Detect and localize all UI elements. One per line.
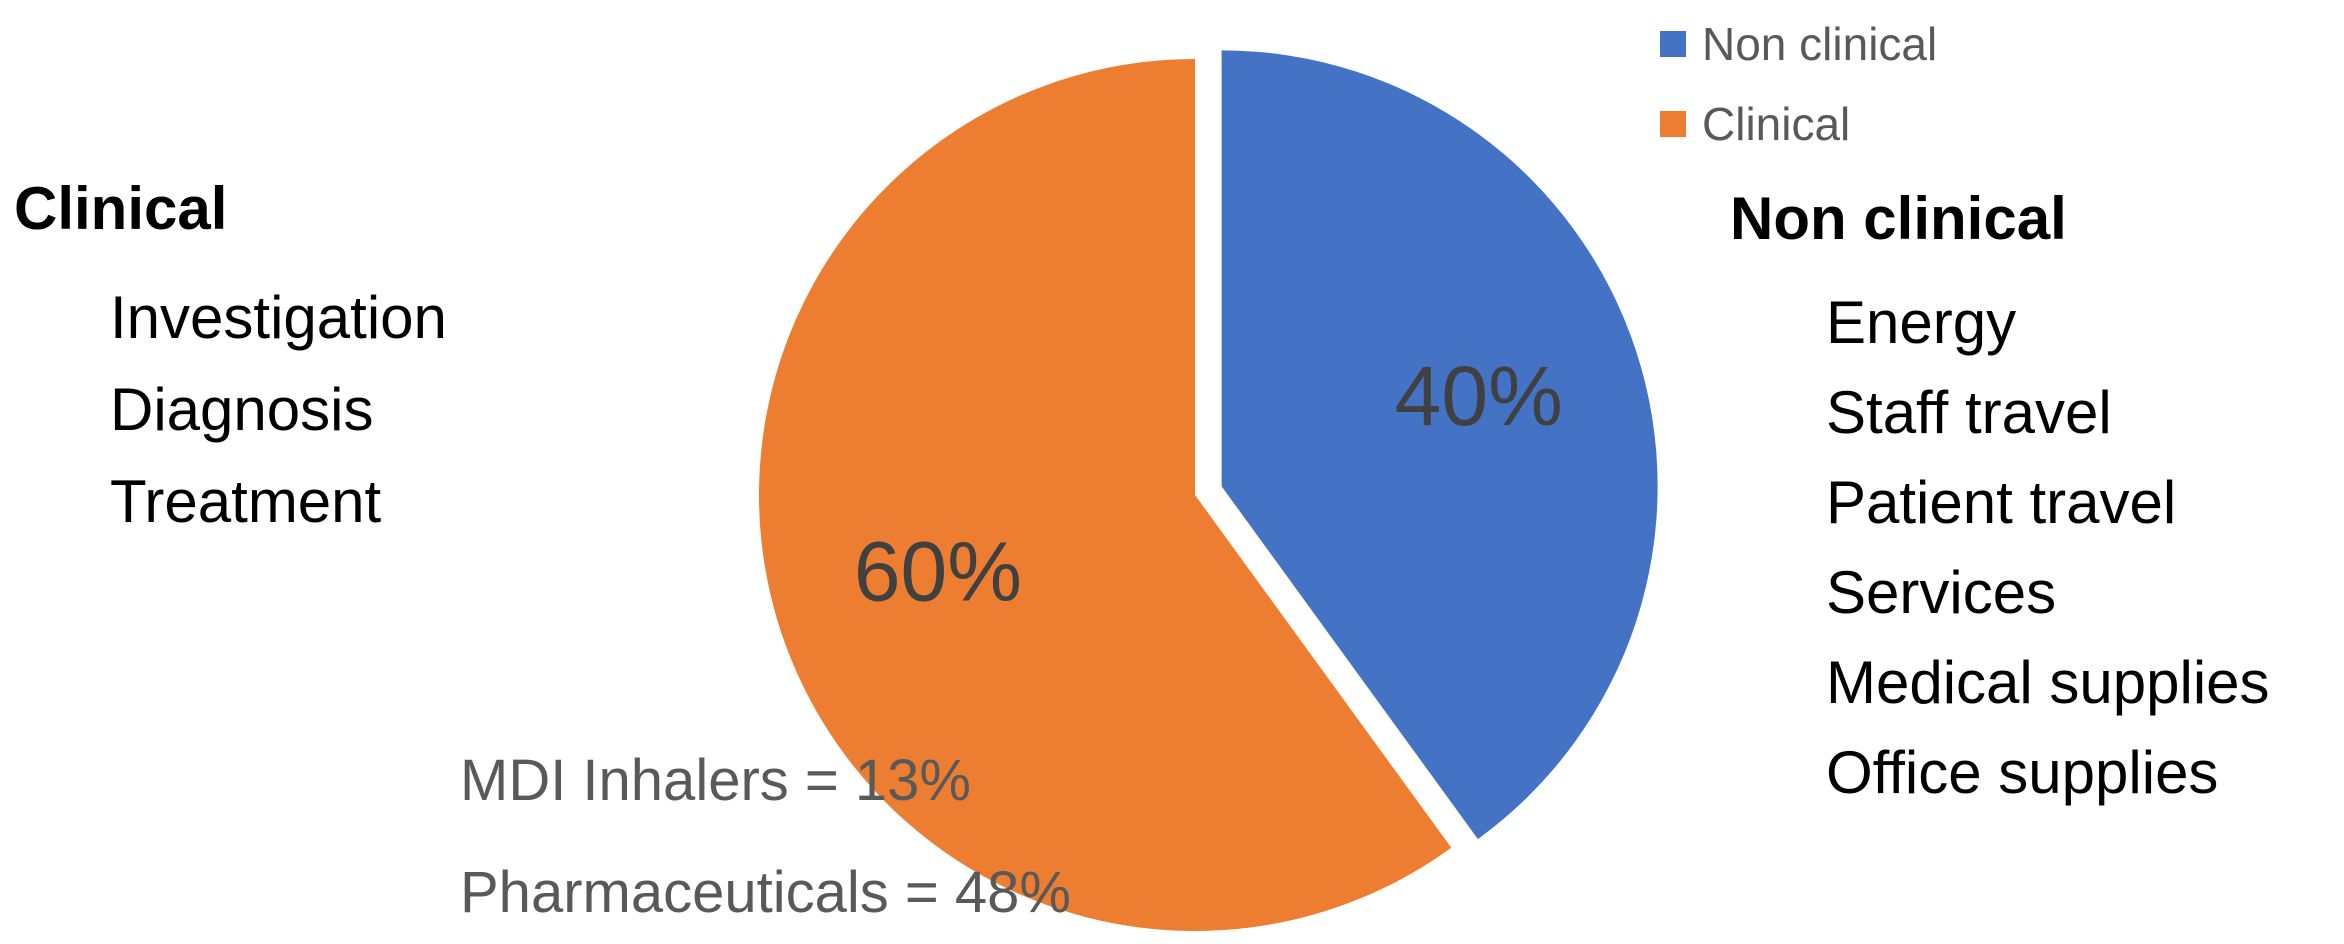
pie-slice-non-clinical: [1221, 50, 1658, 840]
legend-swatch-clinical: [1660, 111, 1686, 137]
legend-item-non-clinical: Non clinical: [1660, 4, 1937, 84]
chart-legend: Non clinical Clinical: [1660, 4, 1937, 164]
data-label-non-clinical: 40%: [1395, 349, 1563, 443]
slices-layer: [758, 50, 1658, 932]
non-clinical-items: Energy Staff travel Patient travel Servi…: [1826, 278, 2270, 818]
clinical-list: Clinical Investigation Diagnosis Treatme…: [14, 174, 447, 548]
clinical-items: Investigation Diagnosis Treatment: [110, 272, 447, 548]
clinical-item: Investigation: [110, 284, 447, 351]
legend-swatch-non-clinical: [1660, 31, 1686, 57]
non-clinical-title: Non clinical: [1730, 185, 2067, 252]
clinical-item: Treatment: [110, 468, 382, 535]
pie-slice-clinical: [758, 59, 1452, 932]
legend-label-non-clinical: Non clinical: [1702, 18, 1938, 70]
legend-label-clinical: Clinical: [1702, 98, 1851, 150]
labels-layer: 40% 60% MDI Inhalers = 13% Pharmaceuticals …: [460, 349, 1563, 925]
non-clinical-item: Medical supplies: [1826, 649, 2270, 716]
non-clinical-item: Energy: [1826, 289, 2017, 356]
legend-item-clinical: Clinical: [1660, 84, 1937, 164]
non-clinical-item: Patient travel: [1826, 469, 2177, 536]
non-clinical-list: Non clinical Energy Staff travel Patient…: [1730, 184, 2270, 818]
clinical-title: Clinical: [14, 175, 228, 242]
non-clinical-item: Services: [1826, 559, 2057, 626]
non-clinical-item: Office supplies: [1826, 739, 2219, 806]
annotation-0: MDI Inhalers = 13%: [460, 748, 971, 813]
data-label-clinical: 60%: [854, 525, 1022, 619]
non-clinical-item: Staff travel: [1826, 379, 2112, 446]
clinical-item: Diagnosis: [110, 376, 374, 443]
annotation-1: Pharmaceuticals = 48%: [460, 860, 1071, 925]
